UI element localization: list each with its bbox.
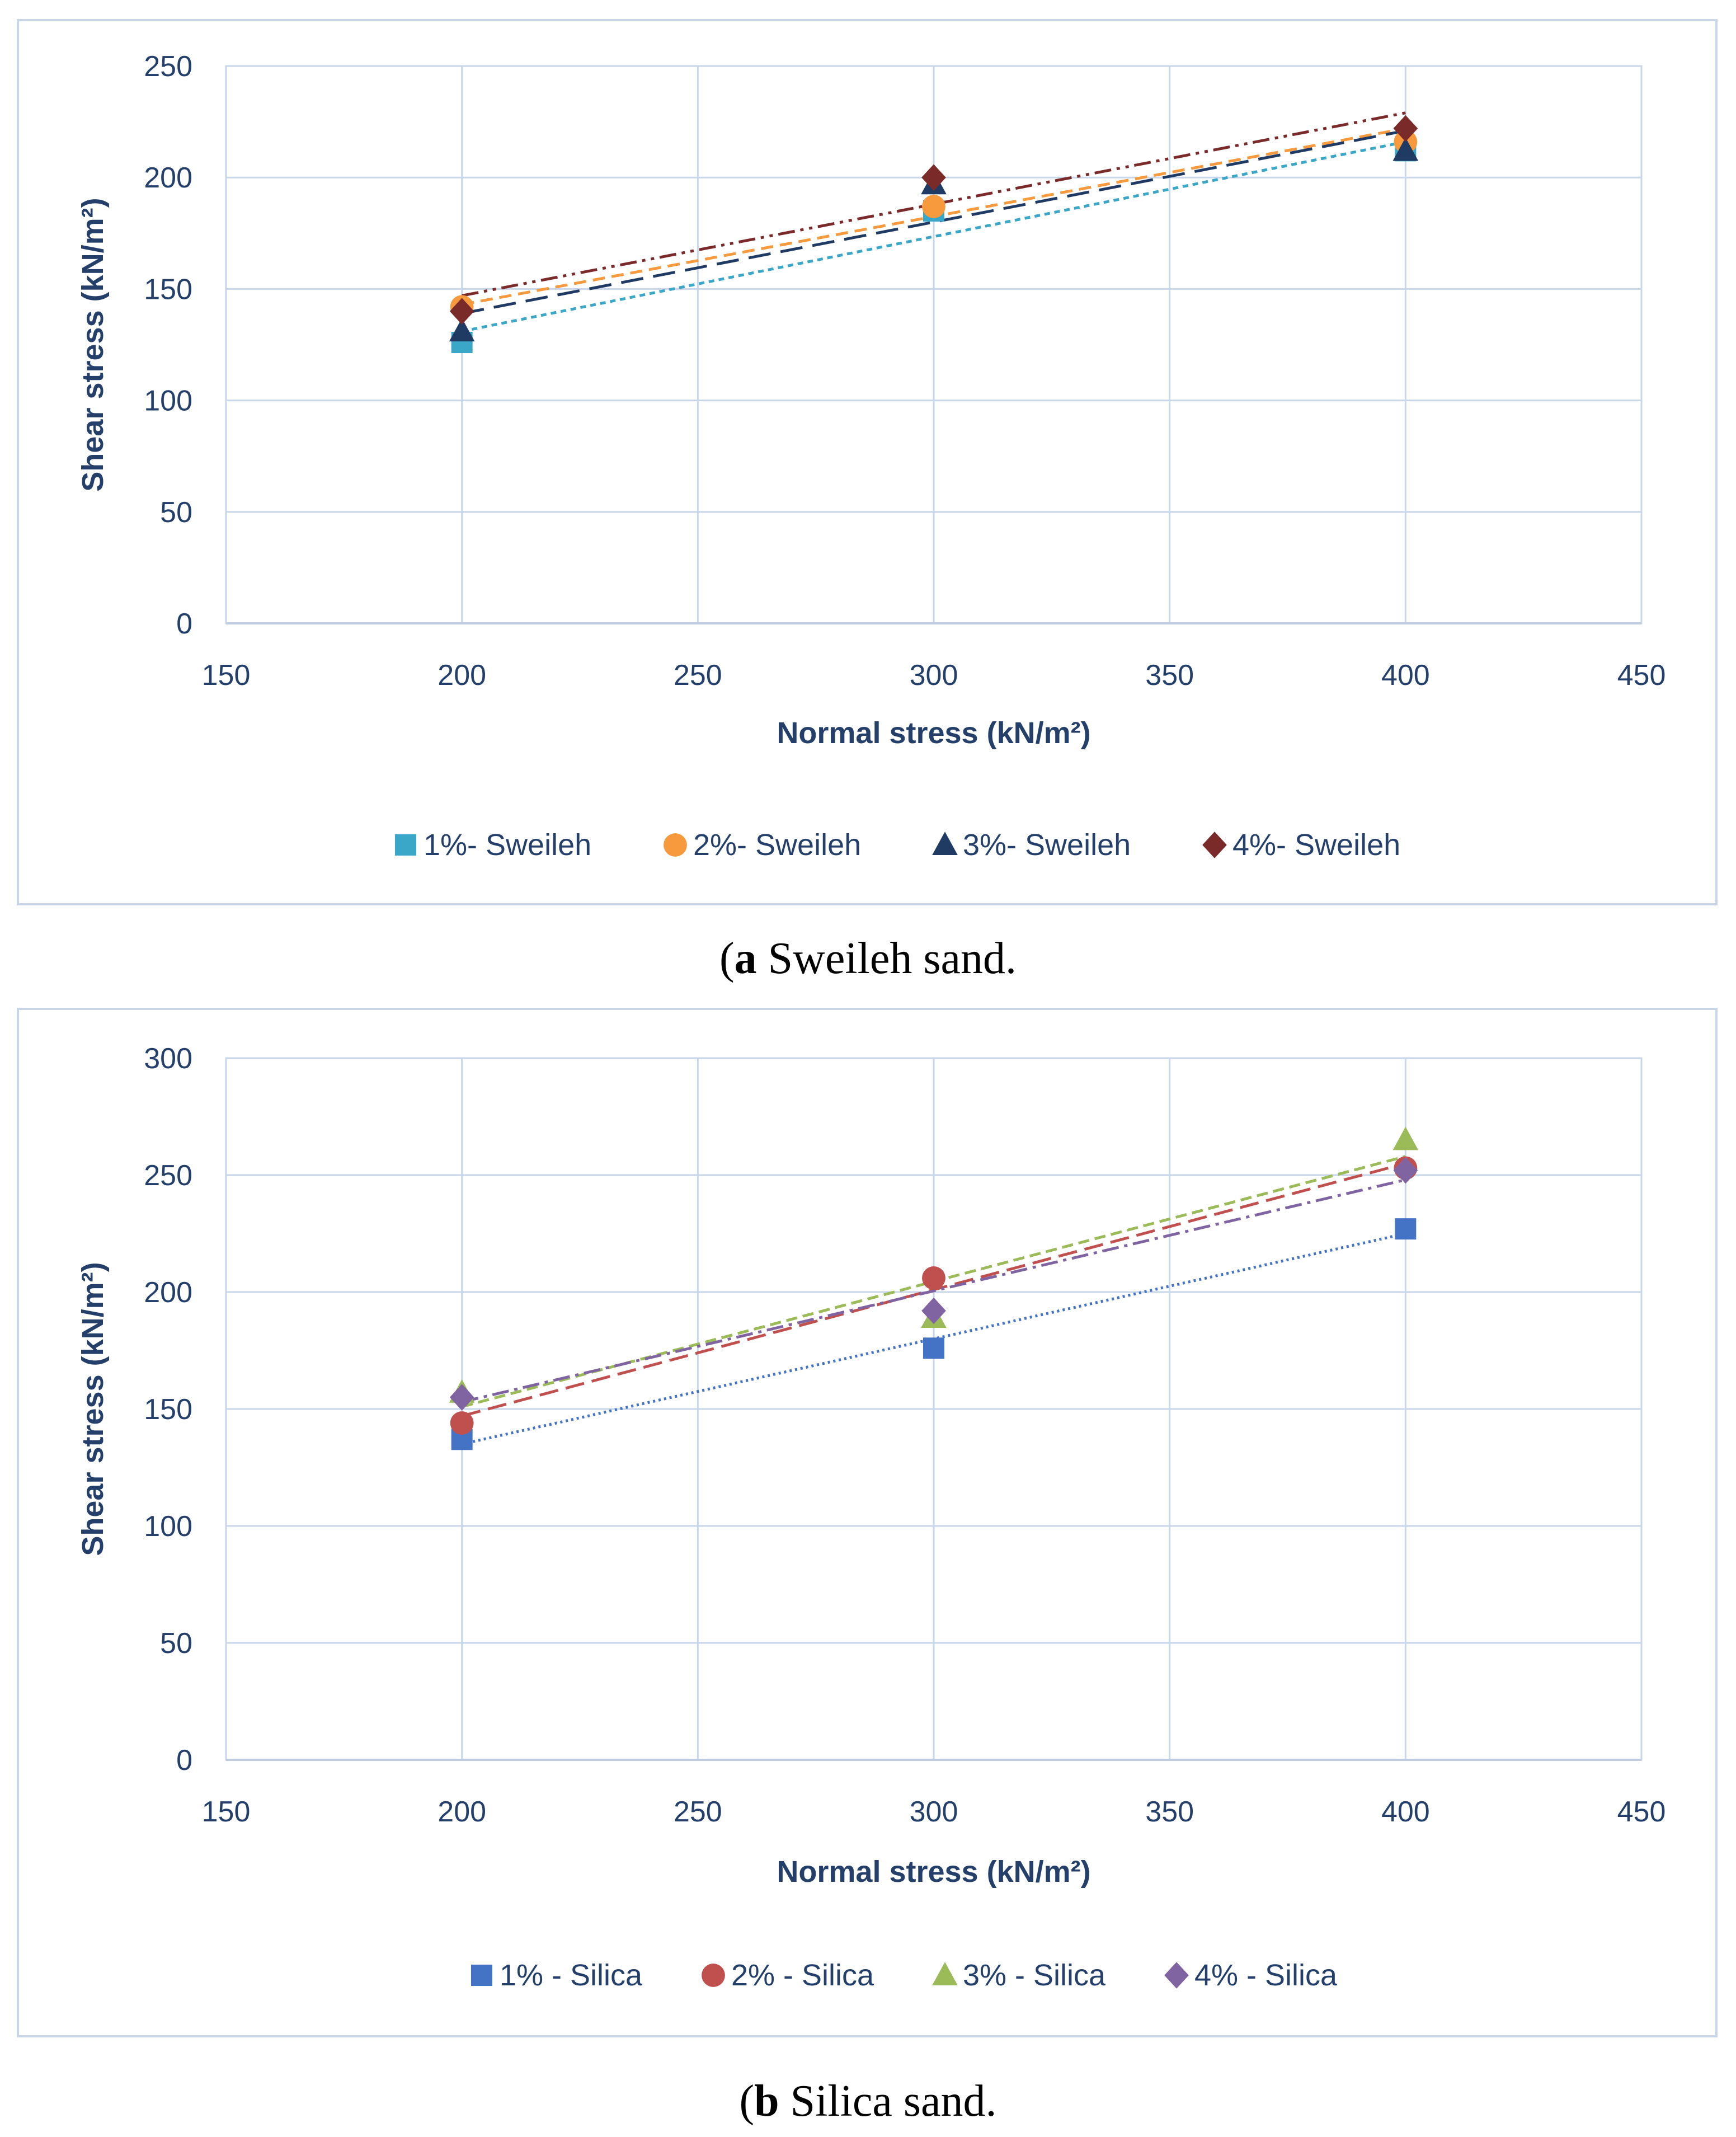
chart-b-x-tick-label: 400 [1381, 1796, 1430, 1828]
chart-a-x-tick-label: 300 [910, 659, 958, 692]
chart-a-point-s4-200 [449, 298, 474, 325]
chart-a-y-tick-label: 50 [160, 496, 192, 529]
chart-b-point-s4-300 [921, 1297, 946, 1325]
chart-a-y-tick-label: 150 [144, 273, 192, 306]
chart-a-y-tick-label: 200 [144, 162, 192, 194]
chart-b-x-tick-label: 250 [674, 1796, 722, 1828]
chart-a-legend-label-3: 3%- Sweileh [963, 828, 1131, 862]
chart-b-y-tick-label: 200 [144, 1276, 192, 1309]
chart-b-point-s4-400 [1393, 1157, 1418, 1184]
chart-b-trendline-4 [462, 1178, 1406, 1403]
chart-a-x-tick-label: 400 [1381, 659, 1430, 692]
chart-b-y-tick-label: 0 [176, 1744, 192, 1777]
chart-a-legend-marker-4 [1202, 832, 1227, 858]
chart-b-x-tick-label: 200 [437, 1796, 486, 1828]
chart-b-y-tick-label: 150 [144, 1393, 192, 1426]
caption-b: (b Silica sand. [739, 2077, 997, 2126]
chart-b-x-tick-label: 300 [910, 1796, 958, 1828]
chart-a-y-tick-label: 100 [144, 385, 192, 417]
chart-a-x-tick-label: 150 [202, 659, 251, 692]
caption-b-text: Silica sand. [779, 2077, 997, 2126]
chart-b-x-axis-title: Normal stress (kN/m²) [777, 1855, 1090, 1889]
chart-a-x-tick-label: 450 [1617, 659, 1666, 692]
chart-b-legend-marker-1 [471, 1965, 492, 1986]
chart-a-legend-marker-1 [395, 834, 416, 856]
chart-a-y-tick-label: 250 [144, 50, 192, 83]
chart-a-y-tick-label: 0 [176, 608, 192, 640]
chart-a-y-axis-title: Shear stress (kN/m²) [76, 198, 110, 491]
chart-b-point-s2-300 [922, 1266, 945, 1290]
chart-panel-b: 150 200 250 300 350 400 450 0 50 100 150 200 250 300 N… [17, 1008, 1718, 2037]
chart-a-point-s3-400 [1392, 137, 1419, 161]
chart-b-legend-label-3: 3% - Silica [963, 1958, 1106, 1992]
chart-b-x-tick-label: 150 [202, 1796, 251, 1828]
chart-b-legend-label-4: 4% - Silica [1194, 1958, 1338, 1992]
chart-a-point-s3-200 [449, 318, 475, 342]
chart-b-point-s1-300 [923, 1337, 944, 1359]
chart-b-y-tick-label: 50 [160, 1627, 192, 1660]
chart-a-legend-label-2: 2%- Sweileh [693, 828, 861, 862]
chart-b-x-tick-label: 450 [1617, 1796, 1666, 1828]
chart-b-point-s1-400 [1395, 1218, 1417, 1240]
chart-b-svg: 150 200 250 300 350 400 450 0 50 100 150 200 250 300 N… [76, 1042, 1666, 1992]
chart-a-svg: 150 200 250 300 350 400 450 0 50 100 150 200 250 Norm… [76, 50, 1666, 862]
chart-a-x-axis-title: Normal stress (kN/m²) [777, 716, 1090, 750]
caption-b-label: b [754, 2077, 779, 2126]
chart-a-x-tick-label: 350 [1145, 659, 1194, 692]
chart-b-legend-marker-2 [702, 1964, 725, 1987]
chart-b-legend-label-2: 2% - Silica [731, 1958, 874, 1992]
chart-panel-a: 150 200 250 300 350 400 450 0 50 100 150 200 250 Norm… [17, 19, 1718, 905]
chart-b-legend-marker-4 [1164, 1962, 1189, 1989]
chart-a-trendline-3 [462, 129, 1406, 315]
chart-b-point-s4-200 [449, 1384, 474, 1411]
caption-a: (a Sweileh sand. [719, 934, 1017, 983]
chart-b-y-tick-label: 100 [144, 1510, 192, 1543]
chart-a-x-tick-label: 200 [437, 659, 486, 692]
caption-a-label: a [734, 934, 757, 983]
chart-b-y-tick-label: 250 [144, 1159, 192, 1192]
chart-b-legend-label-1: 1% - Silica [500, 1958, 643, 1992]
chart-b-legend-marker-3 [932, 1962, 958, 1986]
chart-a-x-tick-label: 250 [674, 659, 722, 692]
caption-a-text: Sweileh sand. [756, 934, 1017, 983]
chart-b-point-s3-400 [1392, 1126, 1419, 1150]
chart-a-legend-marker-2 [664, 833, 687, 857]
chart-a-legend-label-4: 4%- Sweileh [1232, 828, 1400, 862]
chart-b-x-tick-label: 350 [1145, 1796, 1194, 1828]
chart-a-point-s4-300 [921, 164, 946, 191]
chart-a-legend-label-1: 1%- Sweileh [424, 828, 591, 862]
chart-b-y-axis-title: Shear stress (kN/m²) [76, 1262, 110, 1556]
chart-b-point-s2-200 [450, 1411, 474, 1435]
chart-b-trendline-1 [462, 1232, 1406, 1446]
chart-a-point-s4-400 [1393, 115, 1418, 142]
chart-a-legend-marker-3 [932, 832, 958, 856]
chart-a-point-s2-300 [922, 195, 945, 218]
chart-b-y-tick-label: 300 [144, 1042, 192, 1075]
